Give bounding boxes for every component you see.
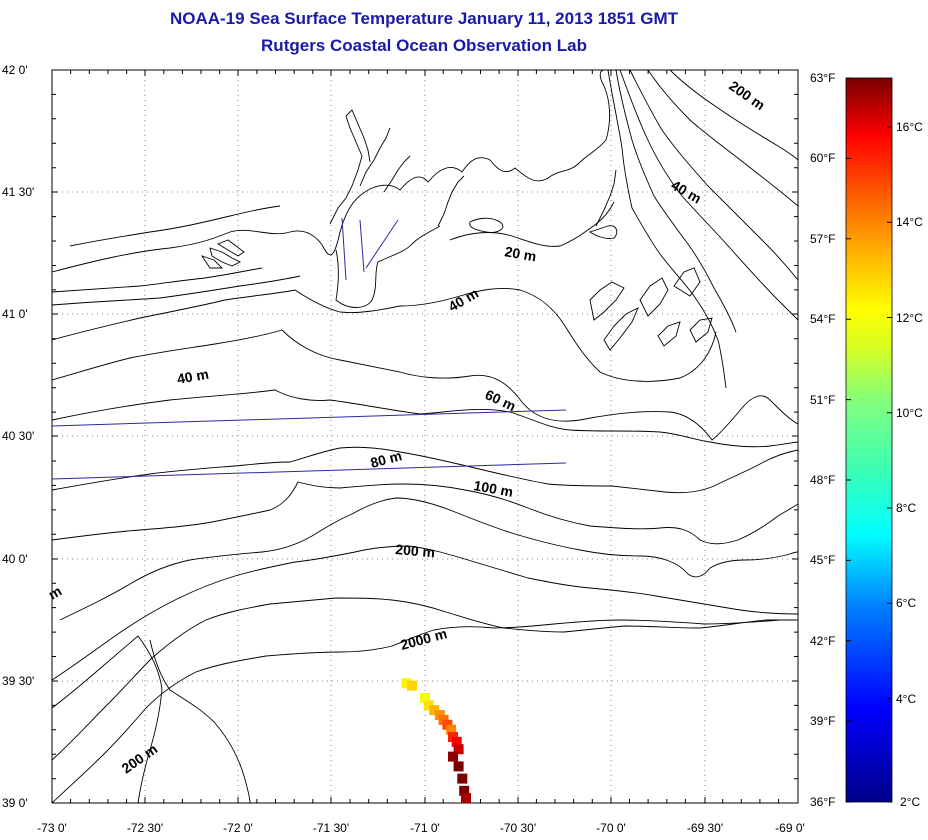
colorbar-f-label: 51°F [810,393,835,407]
graticule [52,70,798,803]
lon-label: -70 30' [500,821,536,835]
satellite-tracks [51,217,567,480]
fahrenheit-labels: 63°F 60°F 57°F 54°F 51°F 48°F 45°F 42°F … [810,71,835,809]
lon-label: -70 0' [596,821,626,835]
colorbar-c-label: 10°C [896,406,923,420]
sst-pixel [457,773,468,784]
colorbar-c-label: 2°C [900,795,920,809]
colorbar-f-label: 63°F [810,71,835,85]
colorbar-f-label: 45°F [810,553,835,567]
sst-pixel [461,793,471,804]
sst-pixel [420,692,430,703]
colorbar-f-label: 36°F [810,795,835,809]
colorbar-f-label: 57°F [810,232,835,246]
isobaths [51,69,799,804]
lat-label: 40 30' [2,429,34,443]
lat-label: 41 0' [2,307,28,321]
sst-pixel-layer [401,678,471,804]
colorbar-f-label: 48°F [810,473,835,487]
longitude-labels: -73 0' -72 30' -72 0' -71 30' -71 0' -70… [37,821,805,835]
latitude-labels: 42 0' 41 30' 41 0' 40 30' 40 0' 39 30' 3… [2,63,34,810]
lon-label: -73 0' [37,821,67,835]
colorbar-c-label: 16°C [896,120,923,134]
sst-pixel [448,751,458,762]
lon-label: -72 0' [223,821,253,835]
color-bar [845,77,893,803]
colorbar-f-label: 60°F [810,151,835,165]
colorbar-c-label: 8°C [896,501,916,515]
lon-label: -71 30' [313,821,349,835]
lon-label: -69 0' [775,821,805,835]
map-subtitle: Rutgers Coastal Ocean Observation Lab [261,36,587,55]
frame-ticks [51,69,798,803]
lon-label: -72 30' [127,821,163,835]
colorbar-c-label: 4°C [896,692,916,706]
sst-pixel [453,761,464,772]
sst-pixel [446,724,457,735]
lat-label: 41 30' [2,185,34,199]
colorbar-c-label: 14°C [896,215,923,229]
colorbar-f-label: 39°F [810,714,835,728]
sst-pixel [406,680,417,691]
colorbar-f-label: 42°F [810,634,835,648]
contour-label: 20 m [503,243,537,264]
sst-pixel [429,705,440,716]
sst-pixel [459,785,470,796]
colorbar-ticks [846,77,892,803]
sst-pixel [451,736,462,747]
sst-pixel [401,678,412,689]
lat-label: 40 0' [2,552,28,566]
contour-label: 80 m [369,447,404,471]
sst-pixel [453,744,464,755]
contour-label: 200 m [395,541,436,560]
contour-label: 40 m [176,366,210,387]
colorbar-c-label: 6°C [896,596,916,610]
lat-label: 42 0' [2,63,28,77]
map-title: NOAA-19 Sea Surface Temperature January … [170,9,679,28]
celsius-labels: 16°C 14°C 12°C 10°C 8°C 6°C 4°C 2°C [896,120,923,809]
lat-label: 39 0' [2,796,28,810]
sst-pixel [423,700,434,711]
contour-label: 100 m [472,477,514,500]
colorbar-f-label: 54°F [810,312,835,326]
lat-label: 39 30' [2,674,34,688]
colorbar-c-label: 12°C [896,311,923,325]
lon-label: -71 0' [410,821,440,835]
coastline [51,69,737,389]
lon-label: -69 30' [687,821,723,835]
